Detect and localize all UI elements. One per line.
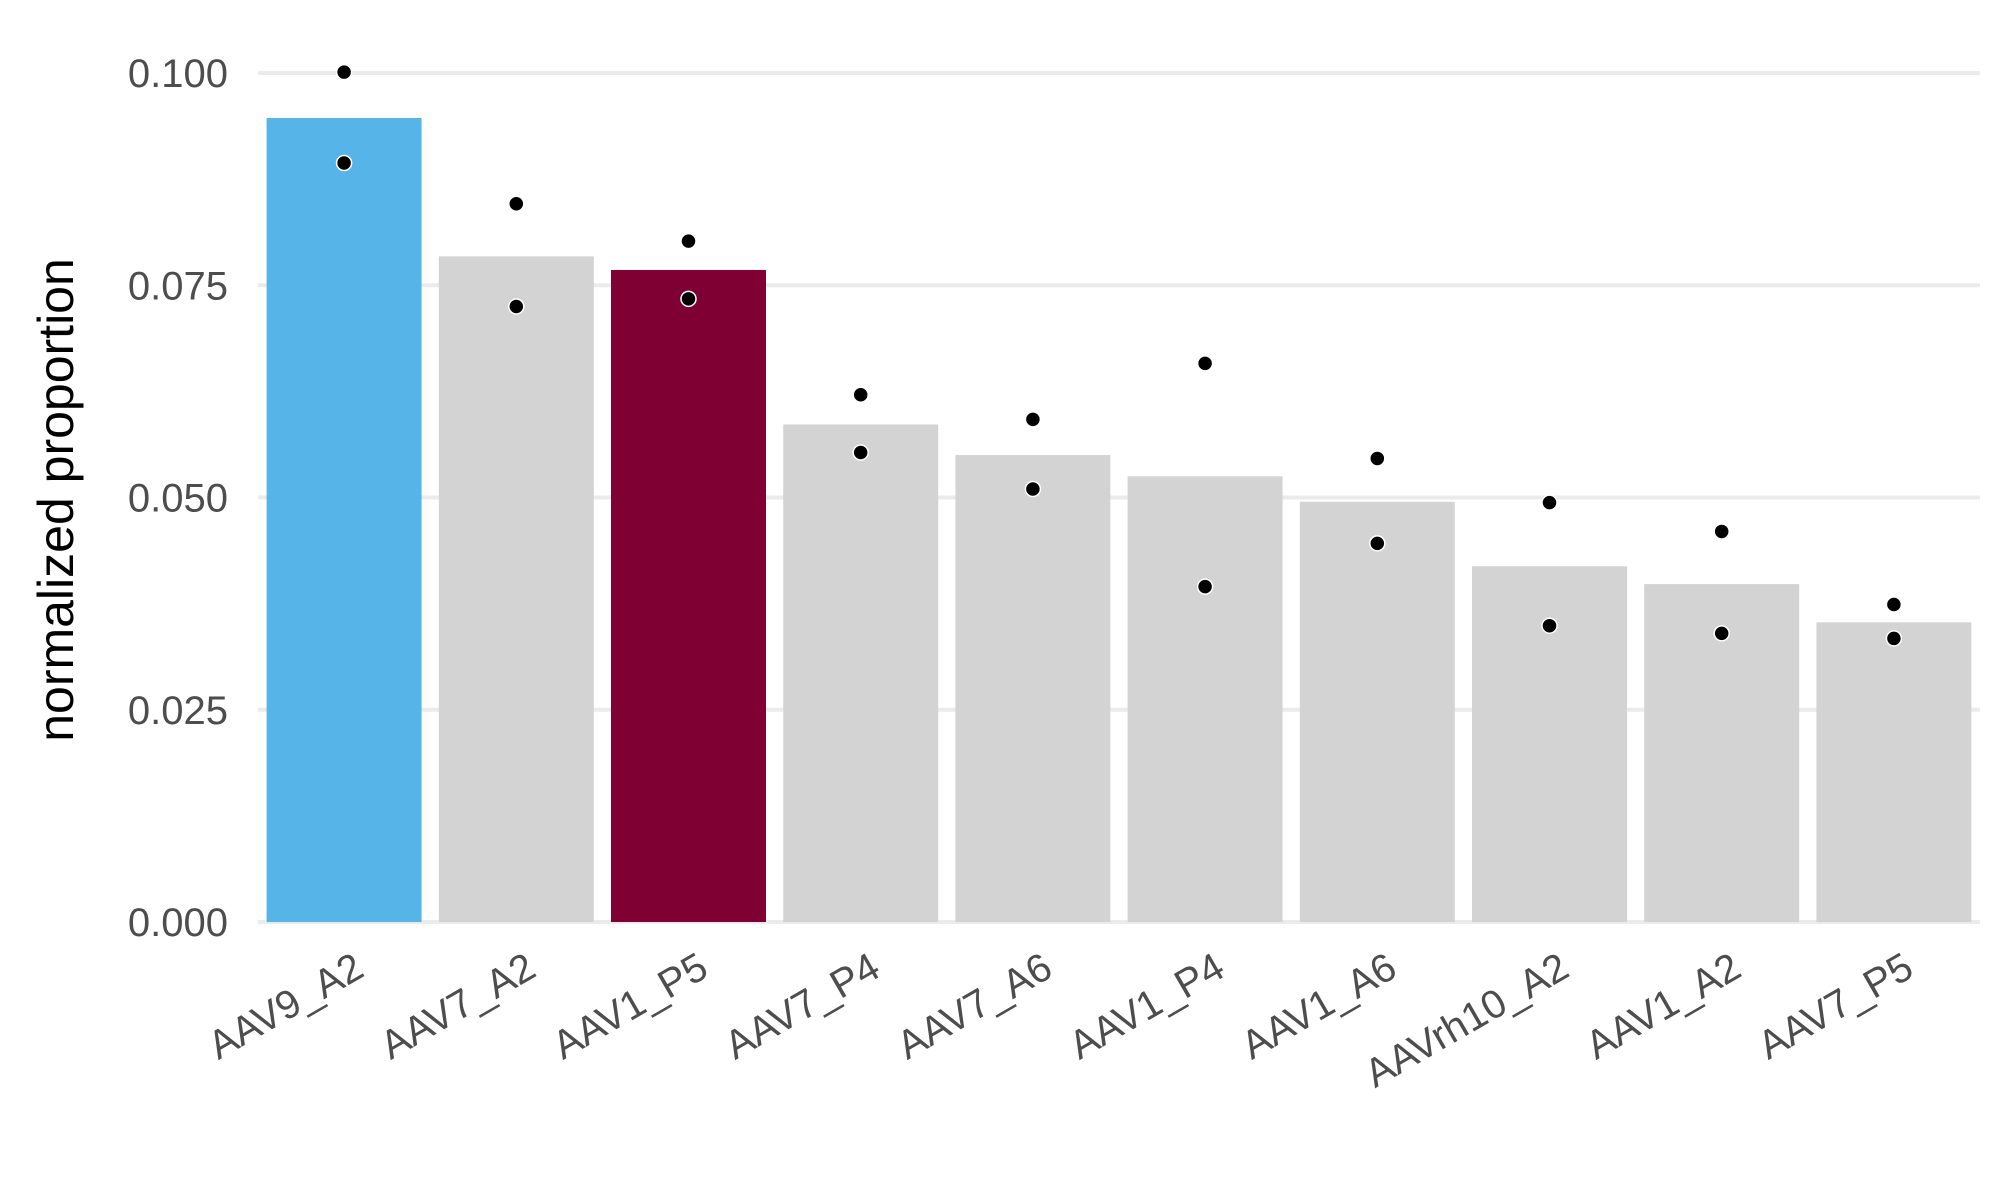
x-tick-labels: AAV9_A2 AAV7_A2 AAV1_P5 AAV7_P4 AAV7_A6 AAV1_… [201,945,1920,1097]
data-point [1196,578,1214,595]
data-point [1885,596,1903,613]
bar-AAV7_P5 [1816,622,1972,922]
data-point [508,298,525,315]
data-point [1196,355,1214,372]
bar-AAV7_A6 [955,455,1111,922]
data-point [1024,480,1042,498]
data-point [1541,494,1558,511]
x-tick-label: AAV1_P5 [545,945,715,1068]
data-point [508,195,525,212]
x-tick-label: AAV9_A2 [201,945,371,1068]
x-tick-label: AAV1_P4 [1062,945,1232,1068]
y-tick-labels: 0.000 0.025 0.050 0.075 0.100 [128,52,228,945]
data-point [1369,535,1386,552]
bars [266,117,1972,922]
y-tick-label: 0.000 [128,901,228,945]
data-point [852,444,869,461]
x-tick-label: AAV7_P4 [718,945,888,1068]
bar-AAV7_P4 [783,424,939,922]
x-tick-label: AAV7_A6 [890,945,1060,1068]
bar-AAV7_A2 [438,256,594,922]
x-tick-label: AAV1_A2 [1579,945,1749,1068]
data-point [680,290,697,308]
x-tick-label: AAV7_A2 [373,945,543,1068]
data-point [1713,523,1730,540]
data-point [1369,450,1386,467]
y-tick-label: 0.075 [128,264,228,308]
y-tick-label: 0.100 [128,52,228,96]
data-point [1713,625,1730,642]
data-point [1541,617,1558,634]
bar-AAV9_A2 [266,117,422,922]
data-point [1885,630,1903,647]
data-point [680,232,697,250]
points [335,63,1903,647]
data-point [335,154,353,172]
y-axis-title: normalized proportion [28,258,84,742]
y-tick-label: 0.050 [128,477,228,521]
bar-AAV1_P4 [1127,476,1283,922]
data-point [852,386,869,404]
bar-AAV1_P5 [611,269,766,922]
y-tick-label: 0.025 [128,689,228,733]
data-point [1024,411,1042,428]
x-tick-label: AAV7_P5 [1751,945,1921,1068]
data-point [335,63,353,81]
bar-AAV1_A6 [1299,501,1455,922]
